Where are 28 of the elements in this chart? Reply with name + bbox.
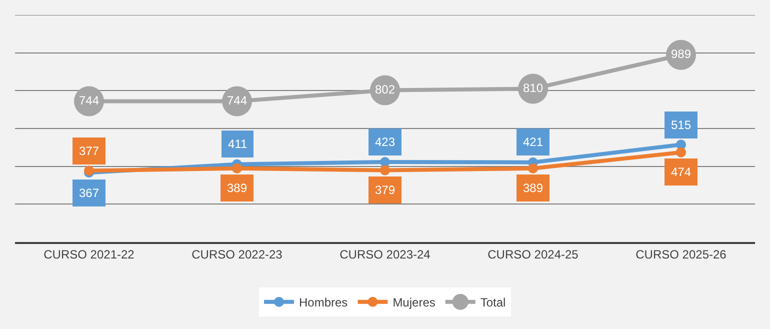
legend-label: Total — [480, 296, 506, 310]
x-tick-label: CURSO 2021-22 — [44, 247, 135, 262]
point — [380, 156, 390, 167]
data-label: 389 — [523, 181, 544, 195]
data-label: 367 — [79, 186, 100, 200]
data-label: 423 — [375, 135, 396, 149]
point — [676, 147, 686, 158]
legend-label: Hombres — [299, 296, 348, 310]
legend-label: Mujeres — [392, 296, 436, 310]
data-label: 744 — [226, 93, 248, 108]
data-label: 515 — [671, 118, 692, 132]
data-label: 389 — [227, 181, 248, 195]
x-tick-label: CURSO 2023-24 — [340, 247, 431, 262]
data-label: 474 — [671, 165, 692, 179]
data-label: 379 — [375, 183, 396, 197]
point — [528, 163, 538, 174]
data-label: 989 — [670, 46, 692, 61]
x-tick-label: CURSO 2024-25 — [488, 247, 579, 262]
data-label: 810 — [522, 80, 544, 95]
data-label: 744 — [78, 93, 100, 108]
data-label: 411 — [228, 137, 248, 151]
point — [232, 163, 242, 174]
data-label: 802 — [374, 82, 396, 96]
x-tick-label: CURSO 2025-26 — [636, 247, 727, 262]
x-tick-label: CURSO 2022-23 — [192, 247, 283, 262]
data-label: 377 — [79, 144, 100, 158]
data-label: 421 — [523, 135, 544, 149]
point — [380, 165, 390, 176]
